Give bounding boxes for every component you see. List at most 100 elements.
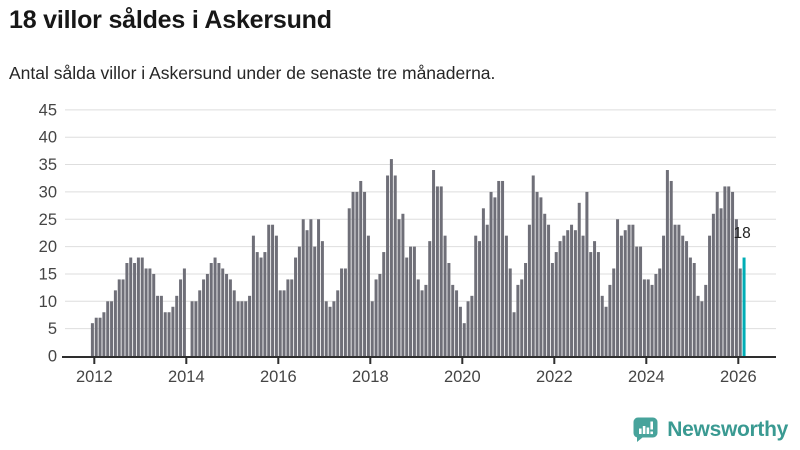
bar [110, 301, 114, 356]
bar [562, 235, 566, 356]
bar [688, 257, 692, 356]
bar [612, 268, 616, 356]
bar [113, 290, 117, 356]
bar [159, 295, 163, 356]
bar [133, 263, 137, 356]
bar [646, 279, 650, 356]
y-axis-tick-label: 15 [39, 265, 57, 283]
bar [547, 224, 551, 356]
bar [205, 273, 209, 356]
bar [148, 268, 152, 356]
bar [297, 246, 301, 356]
bar [416, 279, 420, 356]
bar [723, 186, 727, 356]
bar [90, 323, 94, 356]
bar [152, 273, 156, 356]
bar [209, 263, 213, 356]
bar [386, 175, 390, 356]
bar [182, 268, 186, 356]
bar [593, 241, 597, 356]
bar [202, 279, 206, 356]
y-axis-tick-label: 40 [39, 129, 57, 147]
bar [589, 252, 593, 356]
bar [324, 301, 328, 356]
bar [481, 208, 485, 356]
bar [673, 224, 677, 356]
bar [401, 213, 405, 356]
logo-bar-1 [639, 428, 642, 434]
bar [527, 224, 531, 356]
bar [570, 224, 574, 356]
bar [700, 301, 704, 356]
bar [171, 306, 175, 356]
x-axis-tick-label: 2026 [720, 368, 757, 386]
bar [669, 180, 673, 356]
bar [343, 268, 347, 356]
bar [397, 219, 401, 356]
bar [140, 257, 144, 356]
bar [650, 284, 654, 356]
bar [577, 202, 581, 356]
bar [596, 252, 600, 356]
bar [221, 268, 225, 356]
bar [719, 208, 723, 356]
bar [681, 235, 685, 356]
bar [274, 235, 278, 356]
bar [631, 224, 635, 356]
bar [731, 191, 735, 356]
x-axis-tick-label: 2016 [260, 368, 297, 386]
bar [531, 175, 535, 356]
bar [455, 290, 459, 356]
bar [474, 235, 478, 356]
bar [470, 295, 474, 356]
bar [692, 263, 696, 356]
chart-subtitle: Antal sålda villor i Askersund under de … [9, 63, 496, 83]
bar [485, 224, 489, 356]
bar [363, 191, 367, 356]
bar [489, 191, 493, 356]
bar [447, 263, 451, 356]
bar [190, 301, 194, 356]
bar [309, 219, 313, 356]
x-axis-tick-label: 2022 [536, 368, 573, 386]
bar [566, 230, 570, 356]
logo-exclamation-dot [650, 431, 654, 435]
bar [585, 191, 589, 356]
bar [179, 279, 183, 356]
bar [175, 295, 179, 356]
y-axis-tick-label: 0 [48, 348, 57, 366]
bar [435, 186, 439, 356]
bar [535, 191, 539, 356]
bar [627, 224, 631, 356]
bar [355, 191, 359, 356]
x-axis-tick-label: 2020 [444, 368, 481, 386]
y-axis-tick-label: 45 [39, 101, 57, 119]
x-axis-tick-label: 2018 [352, 368, 389, 386]
bar [738, 268, 742, 356]
bar [581, 235, 585, 356]
bar [662, 235, 666, 356]
bar [619, 235, 623, 356]
bar [539, 197, 543, 356]
bar [508, 268, 512, 356]
bar [405, 257, 409, 356]
bar [478, 241, 482, 356]
bar [328, 306, 332, 356]
bar [604, 306, 608, 356]
bar [685, 241, 689, 356]
bar [213, 257, 217, 356]
bar [167, 312, 171, 356]
bar [106, 301, 110, 356]
bar [129, 257, 133, 356]
bar [516, 284, 520, 356]
bar [125, 263, 129, 356]
bar [600, 295, 604, 356]
bar [248, 295, 252, 356]
bar [136, 257, 140, 356]
bar [359, 180, 363, 356]
bar [236, 301, 240, 356]
bar [554, 252, 558, 356]
bar [409, 246, 413, 356]
bar [412, 246, 416, 356]
bar [734, 219, 738, 356]
